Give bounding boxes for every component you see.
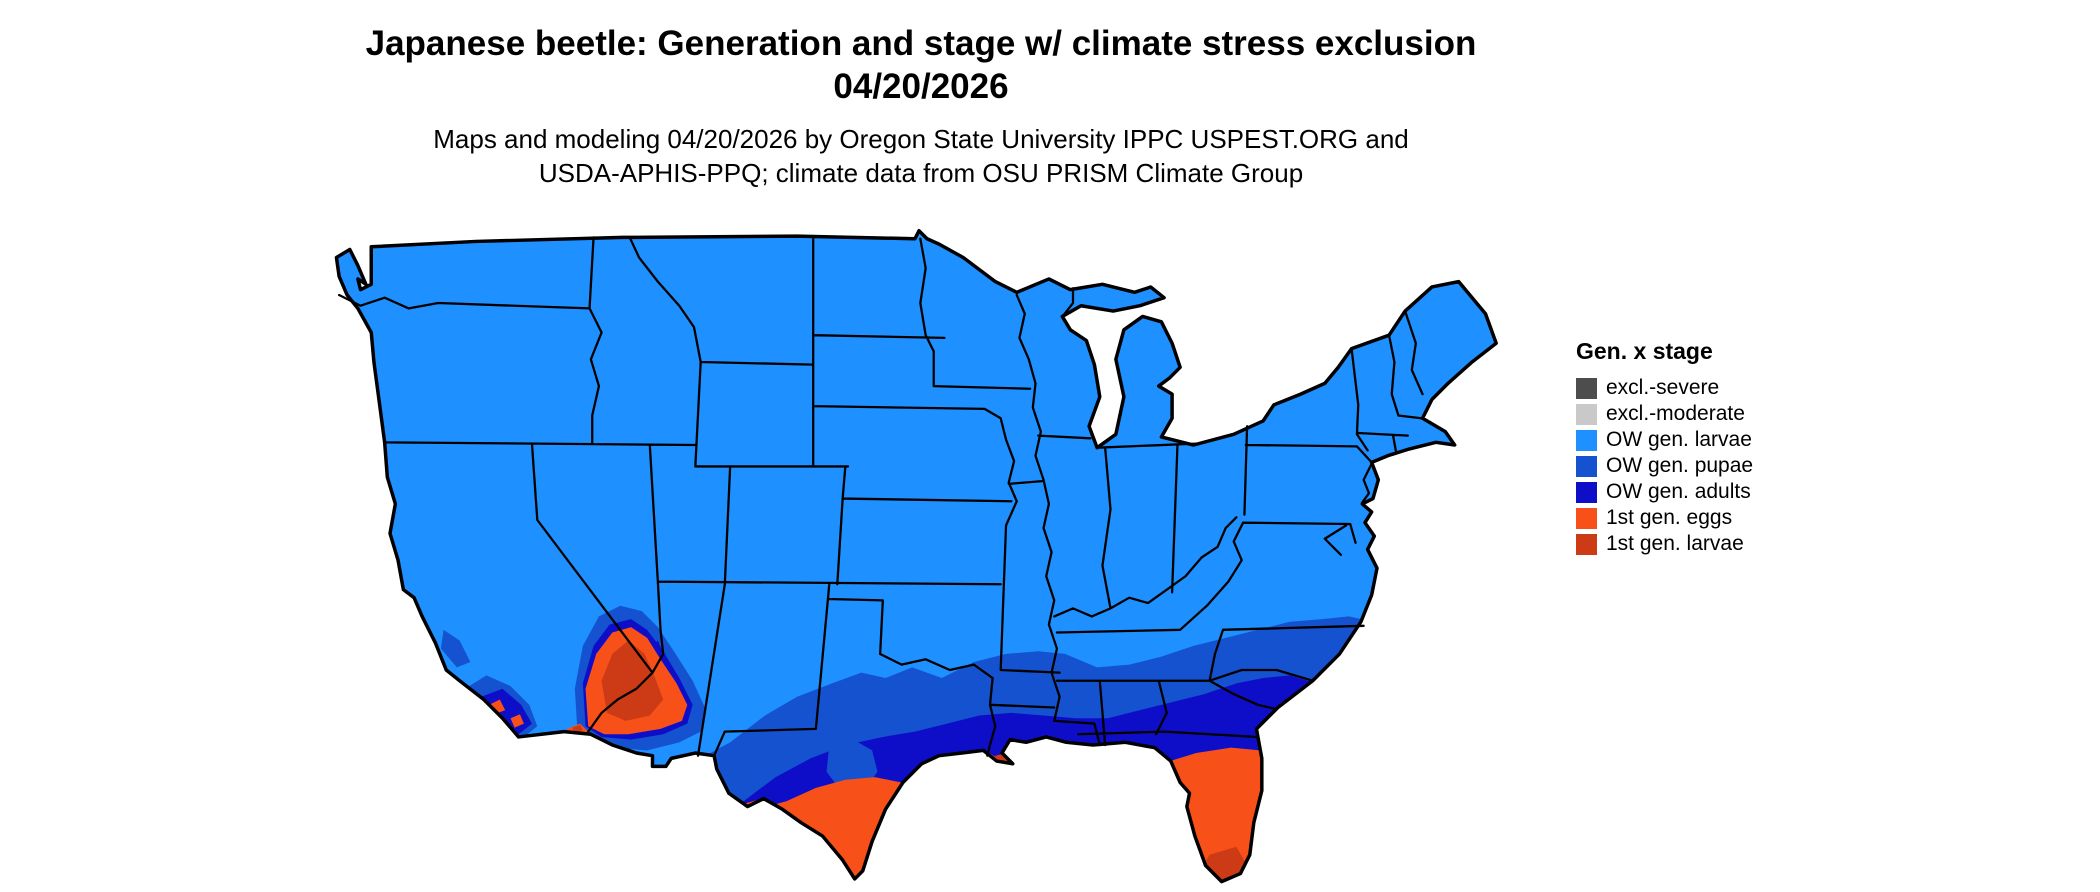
legend: Gen. x stage excl.-severe excl.-moderate O… — [1576, 338, 1753, 559]
legend-item-gen1-larvae: 1st gen. larvae — [1576, 532, 1753, 555]
state-borders — [337, 236, 1424, 757]
legend-label-ow-adults: OW gen. adults — [1606, 480, 1751, 503]
us-outline — [334, 228, 1498, 884]
title-line-2: 04/20/2026 — [833, 67, 1009, 106]
legend-item-excl-severe: excl.-severe — [1576, 376, 1753, 399]
legend-item-ow-larvae: OW gen. larvae — [1576, 428, 1753, 451]
us-map — [315, 228, 1527, 887]
legend-item-ow-adults: OW gen. adults — [1576, 480, 1753, 503]
legend-label-gen1-eggs: 1st gen. eggs — [1606, 506, 1733, 529]
legend-swatch-excl-severe — [1576, 377, 1597, 399]
legend-label-gen1-larvae: 1st gen. larvae — [1606, 532, 1744, 555]
legend-item-ow-pupae: OW gen. pupae — [1576, 454, 1754, 477]
page-title: Japanese beetle: Generation and stage w/… — [0, 22, 1842, 108]
legend-swatch-ow-adults — [1576, 481, 1597, 503]
region-ow-larvae-base — [336, 230, 1497, 882]
stage-regions — [336, 230, 1497, 882]
legend-swatch-gen1-larvae — [1576, 533, 1597, 555]
subtitle-line-1: Maps and modeling 04/20/2026 by Oregon S… — [433, 124, 1409, 154]
subtitle-line-2: USDA-APHIS-PPQ; climate data from OSU PR… — [538, 158, 1304, 188]
legend-label-excl-moderate: excl.-moderate — [1606, 402, 1745, 425]
us-map-svg — [334, 228, 1498, 887]
legend-label-ow-pupae: OW gen. pupae — [1606, 454, 1754, 477]
legend-swatch-gen1-eggs — [1576, 507, 1597, 529]
legend-item-gen1-eggs: 1st gen. eggs — [1576, 506, 1753, 529]
legend-item-excl-moderate: excl.-moderate — [1576, 402, 1753, 425]
legend-title: Gen. x stage — [1576, 338, 1713, 364]
region-gen1-larvae — [572, 640, 1248, 882]
legend-swatch-ow-larvae — [1576, 429, 1597, 451]
page-subtitle: Maps and modeling 04/20/2026 by Oregon S… — [0, 122, 1842, 190]
title-line-1: Japanese beetle: Generation and stage w/… — [365, 24, 1477, 63]
legend-swatch-excl-moderate — [1576, 403, 1597, 425]
legend-label-excl-severe: excl.-severe — [1606, 376, 1720, 399]
legend-swatch-ow-pupae — [1576, 455, 1597, 477]
legend-label-ow-larvae: OW gen. larvae — [1606, 428, 1752, 451]
legend-items: excl.-severe excl.-moderate OW gen. larvae… — [1576, 376, 1754, 555]
